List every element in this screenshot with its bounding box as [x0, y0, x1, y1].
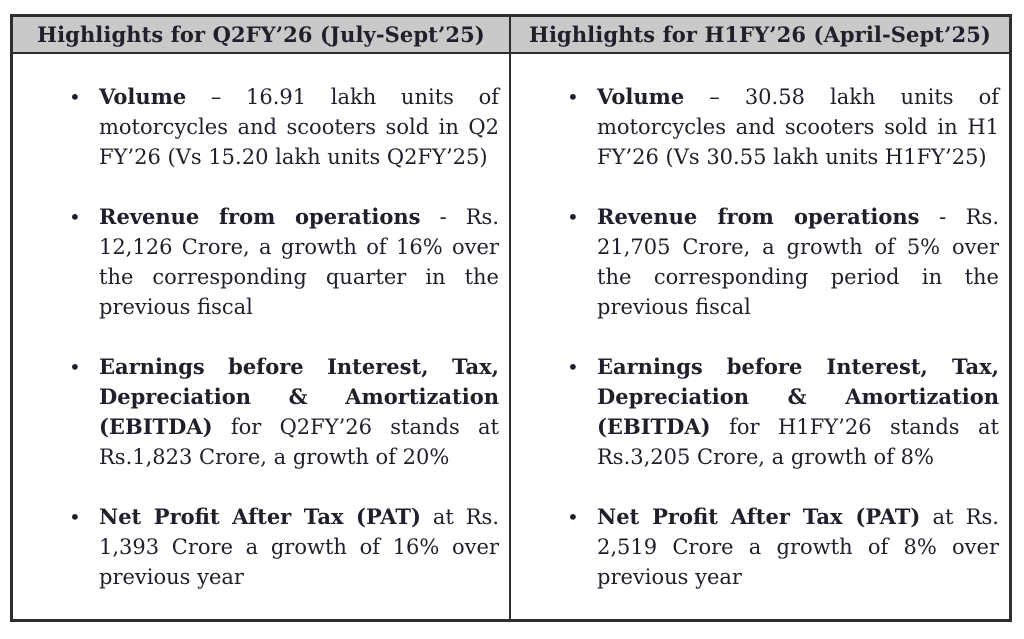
bullet-text-h1-pat: Net Profit After Tax (PAT) at Rs. 2,519 …: [597, 504, 999, 589]
bullet-icon: •: [567, 85, 579, 109]
bullet-item-q2-volume: • Volume – 16.91 lakh units of motorcycl…: [66, 82, 499, 172]
bullet-lead-q2-pat: Net Profit After Tax (PAT): [99, 504, 421, 529]
column-header-q2fy26-text: Highlights for Q2FY’26 (July-Sept’25): [37, 22, 485, 47]
bullet-item-q2-revenue: • Revenue from operations - Rs. 12,126 C…: [66, 202, 499, 322]
bullet-icon: •: [69, 205, 81, 229]
bullet-lead-q2-ebitda: Earnings before Interest, Tax, Depreciat…: [99, 354, 499, 439]
bullet-item-q2-ebitda: • Earnings before Interest, Tax, Depreci…: [66, 352, 499, 472]
bullet-rest-h1-ebitda: for H1FY’26 stands at Rs.3,205 Crore, a …: [597, 415, 999, 469]
bullet-rest-h1-pat: at Rs. 2,519 Crore a growth of 8% over p…: [597, 505, 999, 589]
highlights-table: Highlights for Q2FY’26 (July-Sept’25) • …: [10, 14, 1012, 622]
column-header-q2fy26: Highlights for Q2FY’26 (July-Sept’25): [13, 17, 509, 54]
bullet-lead-h1-revenue: Revenue from operations: [597, 204, 920, 229]
bullet-item-h1-volume: • Volume – 30.58 lakh units of motorcycl…: [564, 82, 999, 172]
bullet-icon: •: [69, 505, 81, 529]
bullet-lead-q2-revenue: Revenue from operations: [99, 204, 421, 229]
bullet-lead-h1-pat: Net Profit After Tax (PAT): [597, 504, 921, 529]
bullet-item-h1-ebitda: • Earnings before Interest, Tax, Depreci…: [564, 352, 999, 472]
bullet-rest-h1-revenue: - Rs. 21,705 Crore, a growth of 5% over …: [597, 205, 999, 319]
bullet-icon: •: [567, 505, 579, 529]
bullet-text-h1-volume: Volume – 30.58 lakh units of motorcycles…: [597, 84, 999, 169]
column-q2fy26: Highlights for Q2FY’26 (July-Sept’25) • …: [13, 17, 511, 619]
bullet-text-q2-volume: Volume – 16.91 lakh units of motorcycles…: [99, 84, 499, 169]
column-header-h1fy26-text: Highlights for H1FY’26 (April-Sept’25): [529, 22, 991, 47]
column-h1fy26: Highlights for H1FY’26 (April-Sept’25) •…: [511, 17, 1009, 619]
bullet-lead-q2-volume: Volume: [99, 84, 187, 109]
bullet-rest-q2-ebitda: for Q2FY’26 stands at Rs.1,823 Crore, a …: [99, 415, 499, 469]
bullet-rest-h1-volume: – 30.58 lakh units of motorcycles and sc…: [597, 85, 999, 169]
bullet-lead-h1-ebitda: Earnings before Interest, Tax, Depreciat…: [597, 354, 999, 439]
bullet-icon: •: [567, 205, 579, 229]
bullet-rest-q2-revenue: - Rs. 12,126 Crore, a growth of 16% over…: [99, 205, 499, 319]
bullet-lead-h1-volume: Volume: [597, 84, 685, 109]
bullet-item-h1-pat: • Net Profit After Tax (PAT) at Rs. 2,51…: [564, 502, 999, 592]
bullet-icon: •: [567, 355, 579, 379]
bullet-text-h1-revenue: Revenue from operations - Rs. 21,705 Cro…: [597, 204, 999, 319]
bullet-icon: •: [69, 85, 81, 109]
column-header-h1fy26: Highlights for H1FY’26 (April-Sept’25): [511, 17, 1009, 54]
column-body-q2fy26: • Volume – 16.91 lakh units of motorcycl…: [13, 54, 509, 619]
column-body-h1fy26: • Volume – 30.58 lakh units of motorcycl…: [511, 54, 1009, 619]
bullet-icon: •: [69, 355, 81, 379]
bullet-text-q2-ebitda: Earnings before Interest, Tax, Depreciat…: [99, 354, 499, 469]
bullet-item-q2-pat: • Net Profit After Tax (PAT) at Rs. 1,39…: [66, 502, 499, 592]
bullet-rest-q2-pat: at Rs. 1,393 Crore a growth of 16% over …: [99, 505, 499, 589]
bullet-text-h1-ebitda: Earnings before Interest, Tax, Depreciat…: [597, 354, 999, 469]
bullet-text-q2-pat: Net Profit After Tax (PAT) at Rs. 1,393 …: [99, 504, 499, 589]
bullet-item-h1-revenue: • Revenue from operations - Rs. 21,705 C…: [564, 202, 999, 322]
bullet-text-q2-revenue: Revenue from operations - Rs. 12,126 Cro…: [99, 204, 499, 319]
bullet-rest-q2-volume: – 16.91 lakh units of motorcycles and sc…: [99, 85, 499, 169]
